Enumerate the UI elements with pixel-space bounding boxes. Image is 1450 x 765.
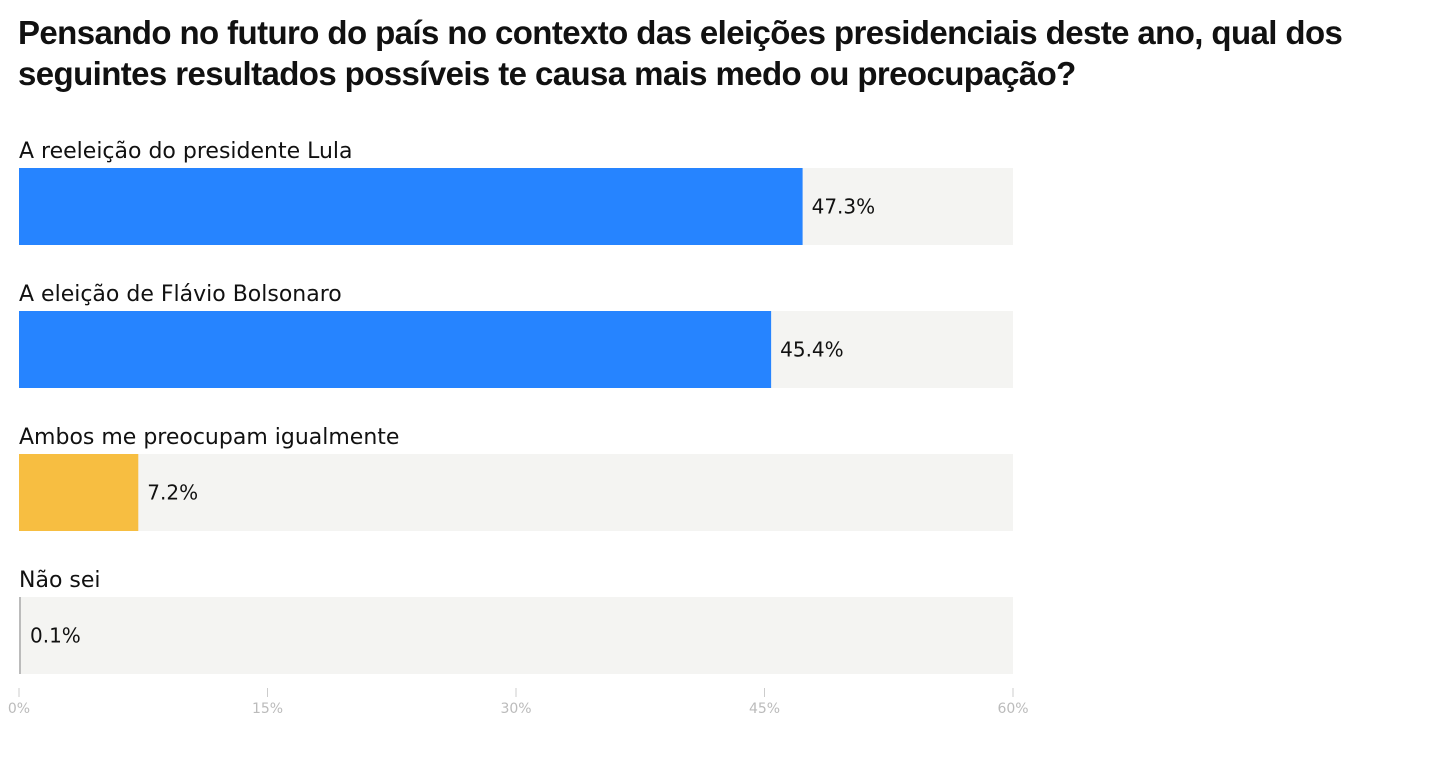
category-label: Não sei bbox=[19, 568, 101, 593]
bar bbox=[19, 597, 21, 674]
x-tick-label: 30% bbox=[500, 701, 531, 717]
bar-track bbox=[19, 454, 1013, 531]
chart-title: Pensando no futuro do país no contexto d… bbox=[18, 14, 1343, 92]
value-label: 7.2% bbox=[147, 481, 198, 505]
category-label: A reeleição do presidente Lula bbox=[19, 139, 353, 164]
x-tick-label: 45% bbox=[749, 701, 780, 717]
x-tick-label: 15% bbox=[252, 701, 283, 717]
value-label: 0.1% bbox=[30, 624, 81, 648]
bar bbox=[19, 168, 803, 245]
bar-track bbox=[19, 597, 1013, 674]
category-label: A eleição de Flávio Bolsonaro bbox=[19, 282, 342, 307]
bar bbox=[19, 454, 139, 531]
value-label: 47.3% bbox=[812, 195, 876, 219]
x-tick-label: 0% bbox=[8, 701, 30, 717]
x-tick-label: 60% bbox=[997, 701, 1028, 717]
bar bbox=[19, 311, 772, 388]
value-label: 45.4% bbox=[780, 338, 844, 362]
category-label: Ambos me preocupam igualmente bbox=[19, 425, 399, 450]
